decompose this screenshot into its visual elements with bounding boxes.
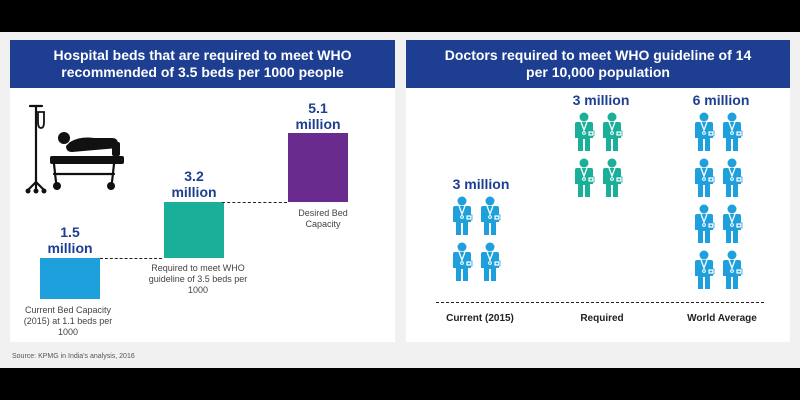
bar-category-required: Required to meet WHO guideline of 3.5 be… [148,263,248,295]
doctor-icon [692,250,716,295]
doctor-icon [692,112,716,157]
doctor-icon [720,158,744,203]
doctors-chart-title: Doctors required to meet WHO guideline o… [444,47,752,80]
bar-category-desired: Desired Bed Capacity [298,208,348,229]
beds-panel-header: Hospital beds that are required to meet … [10,40,395,88]
doctors-value-current: 3 million [452,176,510,192]
doctors-panel: Doctors required to meet WHO guideline o… [406,40,790,342]
doctors-category-world-average: World Average [687,313,757,324]
doctor-icon [450,196,474,241]
doctor-icon [478,242,502,287]
infographic: Hospital beds that are required to meet … [0,32,800,368]
doctors-baseline [436,302,764,303]
doctor-icon [572,112,596,157]
doctor-icon [572,158,596,203]
bar-value-required: 3.2 million [171,168,217,200]
doctor-icon [478,196,502,241]
doctors-value-required: 3 million [572,92,630,108]
doctors-icons-required [572,112,632,208]
doctors-category-current: Current (2015) [446,313,514,324]
bar-value-desired: 5.1 million [295,100,341,132]
doctors-value-world-average: 6 million [692,92,750,108]
doctor-icon [692,204,716,249]
connector-line-1 [100,258,162,259]
source-note: Source: KPMG in India's analysis, 2016 [12,353,135,360]
bar-category-current: Current Bed Capacity (2015) at 1.1 beds … [23,305,113,337]
doctor-icon [600,158,624,203]
bar-current-bed-capacity [40,258,100,299]
beds-panel: Hospital beds that are required to meet … [10,40,395,342]
doctors-category-required: Required [580,313,624,324]
doctor-icon [600,112,624,157]
doctors-panel-header: Doctors required to meet WHO guideline o… [406,40,790,88]
doctor-icon [450,242,474,287]
doctor-icon [692,158,716,203]
connector-line-2 [222,202,287,203]
bar-required-bed-capacity [164,202,224,258]
beds-chart-title: Hospital beds that are required to meet … [53,47,352,80]
doctor-icon [720,204,744,249]
doctors-icons-current [450,196,510,292]
bar-desired-bed-capacity [288,133,348,202]
doctor-icon [720,112,744,157]
bar-value-current: 1.5 million [47,224,93,256]
doctor-icon [720,250,744,295]
doctors-icons-world-average [692,112,752,292]
hospital-bed-patient-icon [25,104,124,194]
